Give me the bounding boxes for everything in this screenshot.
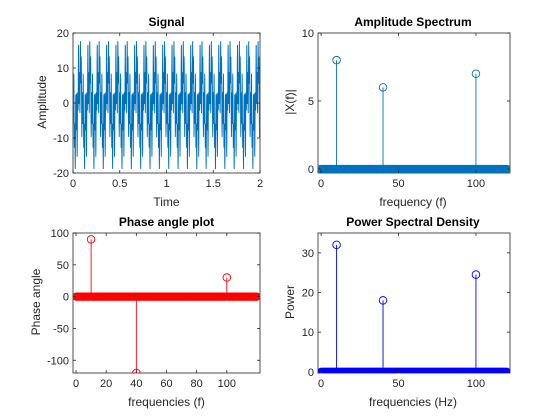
phase-stem-marker — [252, 292, 260, 301]
psd-ylabel: Power — [283, 285, 297, 319]
signal-ytick-label: 10 — [57, 63, 69, 75]
signal-ytick-label: 20 — [57, 28, 69, 40]
amplitude-peak-marker — [471, 69, 481, 79]
signal-ytick-label: 0 — [63, 98, 69, 110]
psd-ytick-label: 0 — [308, 367, 314, 379]
signal-ylabel: Amplitude — [35, 75, 49, 129]
psd-title: Power Spectral Density — [346, 215, 480, 229]
amplitude-ytick-label: 5 — [308, 96, 314, 108]
amplitude-xlabel: frequency (f) — [379, 195, 446, 209]
phase-axes-box — [72, 232, 261, 374]
signal-ytick-label: -20 — [53, 168, 69, 180]
panel-power-spectral-density: Power Spectral Density frequencies (Hz) … — [283, 215, 511, 409]
psd-stem-marker — [502, 367, 510, 373]
signal-xlabel: Time — [153, 195, 180, 209]
phase-xtick-label: 20 — [100, 378, 112, 390]
amplitude-xtick-label: 0 — [318, 178, 324, 190]
panel-signal: Signal Time Amplitude 0 0.5 1 1.5 2 -20 -10 0 10… — [35, 15, 263, 209]
psd-ytick-label: 10 — [302, 327, 314, 339]
phase-peak-marker — [86, 235, 96, 244]
signal-xtick-label: 0 — [70, 178, 76, 190]
phase-xtick-label: 80 — [191, 378, 203, 390]
panel-amplitude-spectrum: Amplitude Spectrum frequency (f) |X(f)| … — [283, 15, 511, 209]
psd-ytick-label: 30 — [302, 248, 314, 260]
amplitude-peak-marker — [378, 83, 388, 92]
amplitude-title: Amplitude Spectrum — [354, 15, 471, 29]
phase-ytick-label: -50 — [53, 323, 69, 335]
phase-ytick-label: 100 — [51, 228, 69, 240]
amplitude-peak-marker — [332, 55, 341, 65]
psd-xlabel: frequencies (Hz) — [369, 395, 457, 409]
phase-peak-marker — [222, 273, 232, 282]
signal-xtick-label: 1.5 — [206, 178, 221, 190]
phase-ytick-label: 50 — [57, 260, 69, 272]
amplitude-xtick-label: 50 — [392, 178, 404, 190]
phase-xtick-label: 40 — [130, 378, 142, 390]
phase-peak-marker — [132, 368, 141, 373]
phase-xtick-label: 0 — [73, 378, 79, 390]
psd-peak-marker — [378, 296, 388, 305]
signal-trace — [73, 41, 260, 169]
signal-xtick-label: 0.5 — [112, 178, 127, 190]
signal-ytick-label: -10 — [53, 133, 69, 145]
amplitude-ytick-label: 0 — [308, 164, 314, 176]
amplitude-xtick-label: 100 — [467, 178, 485, 190]
psd-axes-box — [317, 232, 511, 374]
amplitude-ytick-label: 10 — [302, 28, 314, 40]
psd-xtick-label: 50 — [392, 378, 404, 390]
psd-peak-marker — [471, 270, 481, 279]
signal-xtick-label: 1 — [163, 178, 169, 190]
phase-title: Phase angle plot — [119, 215, 214, 229]
phase-ylabel: Phase angle — [29, 268, 43, 335]
amplitude-ylabel: |X(f)| — [283, 89, 297, 115]
psd-peak-marker — [332, 240, 341, 250]
signal-title: Signal — [148, 15, 184, 29]
phase-ytick-label: -100 — [47, 355, 69, 367]
amplitude-stem-marker — [502, 164, 510, 173]
panel-phase-angle: Phase angle plot frequencies (f) Phase a… — [29, 215, 261, 409]
amplitude-data-layer — [318, 55, 510, 173]
psd-ytick-label: 20 — [302, 287, 314, 299]
signal-data-layer — [73, 41, 260, 169]
phase-xlabel: frequencies (f) — [128, 395, 205, 409]
amplitude-axes-box — [317, 32, 511, 174]
psd-xtick-label: 100 — [467, 378, 485, 390]
signal-xtick-label: 2 — [257, 178, 263, 190]
phase-xtick-label: 100 — [218, 378, 236, 390]
phase-ytick-label: 0 — [63, 292, 69, 304]
phase-xtick-label: 60 — [160, 378, 172, 390]
psd-xtick-label: 0 — [318, 378, 324, 390]
phase-data-layer — [73, 235, 260, 373]
